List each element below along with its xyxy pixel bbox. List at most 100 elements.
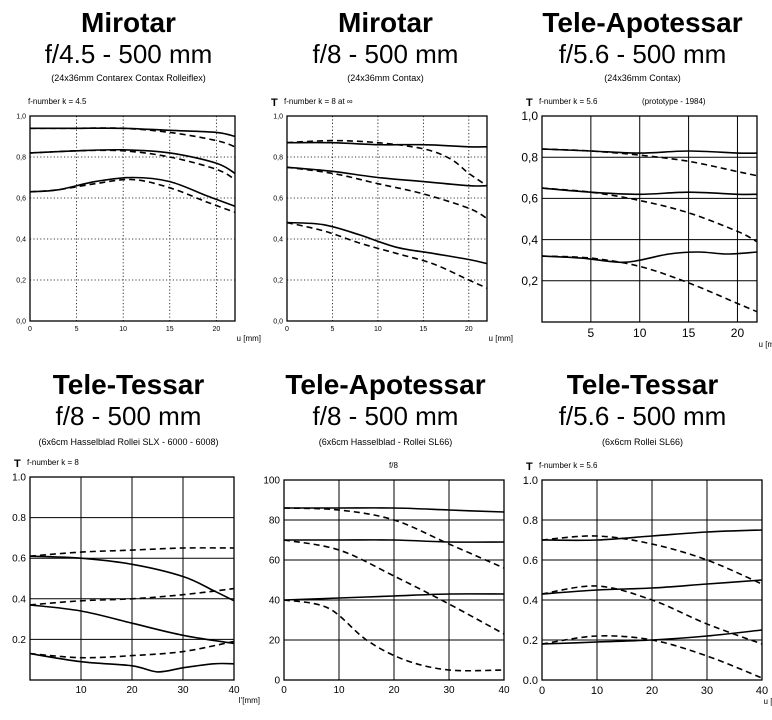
y-tick-label: 0,8: [521, 150, 538, 164]
y-tick-label: 0,0: [273, 318, 283, 325]
x-axis-label: u [mm]: [759, 340, 772, 349]
mtf-chart: 0 5 10 15 20 0,0 0,2 0,4 0,6 0,8 1,0 T f-number k = …: [271, 97, 513, 343]
lens-spec: f/4.5 - 500 mm: [44, 39, 213, 69]
y-tick-label: 1,0: [521, 109, 538, 123]
chart-annotation: (prototype - 1984): [642, 97, 706, 106]
y-axis-letter: T: [526, 461, 533, 473]
y-tick-label: 0: [274, 676, 280, 687]
series-line-solid: [541, 251, 758, 264]
chart-header: f-number k = 5.6: [539, 97, 598, 106]
x-tick-label: 20: [465, 326, 473, 333]
mtf-chart: 0 5 10 15 20 0,0 0,2 0,4 0,6 0,8 1,0f-number k = 4…: [16, 97, 261, 343]
panel-tele-tessar-f8: Tele-Tessar f/8 - 500 mm (6x6cm Hasselbl…: [0, 360, 260, 720]
series-line-dashed: [283, 507, 505, 569]
series-line-dashed: [541, 148, 758, 177]
panel-tele-apotessar-f8: Tele-Apotessar f/8 - 500 mm (6x6cm Hasse…: [257, 360, 514, 720]
x-tick-label: 20: [731, 326, 745, 340]
series-line-solid: [283, 593, 505, 601]
panel-tele-apotessar-f56: Tele-Apotessar f/5.6 - 500 mm (24x36mm C…: [514, 0, 772, 360]
x-tick-label: 5: [331, 326, 335, 333]
x-tick-label: 0: [28, 326, 32, 333]
lens-spec: f/8 - 500 mm: [312, 39, 459, 69]
x-tick-label: 10: [333, 685, 345, 696]
series-line-dashed: [29, 178, 236, 214]
chart-header: f/8: [389, 461, 398, 470]
y-tick-label: 0.6: [12, 554, 26, 565]
y-tick-label: 0.2: [12, 635, 26, 646]
x-tick-label: 5: [75, 326, 79, 333]
lens-spec: f/8 - 500 mm: [55, 401, 202, 431]
lens-note: (6x6cm Hasselblad Rollei SLX - 6000 - 60…: [38, 437, 219, 447]
lens-note: (24x36mm Contax): [604, 73, 681, 83]
x-tick-label: 10: [374, 326, 382, 333]
x-tick-label: 15: [419, 326, 427, 333]
x-tick-label: 0: [281, 685, 287, 696]
x-tick-label: 40: [498, 685, 510, 696]
series-line-dashed: [29, 547, 235, 557]
plot-frame: [29, 476, 235, 681]
series-line-dashed: [541, 187, 758, 243]
mtf-chart: 0 10 20 30 40 0.0 0.2 0.4 0.6 0.8 1.0 T f-number k =…: [523, 461, 772, 706]
lens-note: (6x6cm Hasselblad - Rollei SL66): [318, 437, 453, 447]
y-tick-label: 0,6: [16, 195, 26, 202]
lens-spec: f/5.6 - 500 mm: [558, 39, 727, 69]
y-tick-label: 60: [269, 556, 281, 567]
y-tick-label: 0,4: [16, 236, 26, 243]
y-tick-label: 0,0: [16, 318, 26, 325]
x-axis-label: I'[mm]: [238, 696, 260, 705]
plot-frame: [541, 115, 758, 323]
x-tick-label: 0: [539, 685, 545, 697]
y-tick-label: 0.6: [523, 555, 538, 567]
y-tick-label: 0,4: [273, 236, 283, 243]
y-tick-label: 0.8: [12, 513, 26, 524]
y-tick-label: 20: [269, 636, 281, 647]
x-tick-label: 20: [646, 685, 658, 697]
series-line-solid: [286, 221, 488, 265]
series-line-solid: [541, 529, 763, 542]
series-line-dashed: [29, 587, 235, 606]
y-tick-label: 1,0: [273, 113, 283, 120]
x-tick-label: 10: [119, 326, 127, 333]
mtf-chart: 0 10 20 30 40 0 20 40 60 80 100 f/8: [263, 461, 510, 696]
series-line-dashed: [541, 535, 763, 585]
series-line-dashed: [286, 139, 488, 187]
y-tick-label: 0.0: [523, 675, 538, 687]
series-line-solid: [29, 604, 235, 645]
mtf-chart: 5 10 15 20 0,2 0,4 0,6 0,8 1,0T f-number k = 5.6 (…: [521, 97, 772, 349]
y-tick-label: 80: [269, 516, 281, 527]
x-axis-label: u [mm]: [237, 334, 261, 343]
series-line-solid: [29, 555, 235, 602]
series-line-solid: [284, 539, 505, 543]
lens-name: Tele-Tessar: [566, 369, 719, 400]
y-tick-label: 0.8: [523, 515, 538, 527]
y-tick-label: 0,2: [521, 274, 538, 288]
x-tick-label: 10: [591, 685, 603, 697]
lens-note: (6x6cm Rollei SL66): [601, 437, 684, 447]
x-tick-label: 0: [285, 326, 289, 333]
series-line-solid: [29, 652, 235, 673]
y-axis-letter: T: [526, 97, 533, 109]
y-tick-label: 0,2: [16, 277, 26, 284]
series-line-dashed: [286, 221, 488, 289]
series-line-solid: [29, 148, 236, 175]
plot-frame: [283, 479, 505, 681]
series-line-solid: [29, 176, 236, 207]
y-tick-label: 0,2: [273, 277, 283, 284]
y-tick-label: 1,0: [16, 113, 26, 120]
y-tick-label: 0,8: [16, 154, 26, 161]
y-tick-label: 0.4: [12, 594, 26, 605]
lens-note: (24x36mm Contax): [347, 73, 424, 83]
panel-mirotar-f45: Mirotar f/4.5 - 500 mm (24x36mm Contarex…: [0, 0, 261, 360]
series-line-solid: [286, 166, 488, 187]
x-axis-label: u [mm]: [489, 334, 513, 343]
y-tick-label: 1.0: [523, 475, 538, 487]
y-tick-label: 40: [269, 596, 281, 607]
chart-header: f-number k = 8: [27, 458, 79, 467]
y-tick-label: 100: [263, 476, 280, 487]
lens-note: (24x36mm Contarex Contax Rolleiflex): [51, 73, 206, 83]
y-tick-label: 1.0: [12, 473, 26, 484]
lens-name: Tele-Tessar: [52, 369, 205, 400]
lens-name: Tele-Apotessar: [285, 369, 486, 400]
series-line-dashed: [541, 255, 758, 313]
y-tick-label: 0,6: [521, 192, 538, 206]
